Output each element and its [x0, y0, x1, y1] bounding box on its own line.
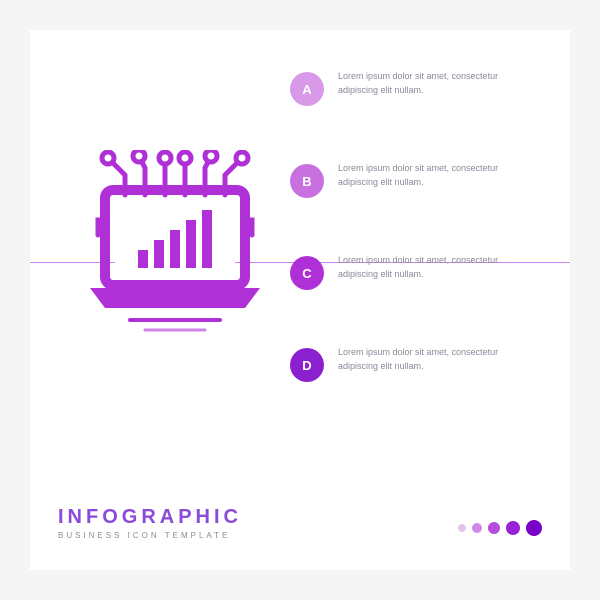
badge-a: A: [290, 72, 324, 106]
badge-b: B: [290, 164, 324, 198]
pagination-dot: [472, 523, 482, 533]
infographic-card: A Lorem ipsum dolor sit amet, consectetur…: [30, 30, 570, 570]
badge-d: D: [290, 348, 324, 382]
badge-c: C: [290, 256, 324, 290]
item-text: Lorem ipsum dolor sit amet, consectetur …: [338, 162, 538, 189]
info-item-c: C Lorem ipsum dolor sit amet, consectetur…: [290, 254, 550, 290]
item-list: A Lorem ipsum dolor sit amet, consectetur…: [290, 70, 550, 438]
info-item-b: B Lorem ipsum dolor sit amet, consectetur…: [290, 162, 550, 198]
pagination-dot: [526, 520, 542, 536]
laptop-analytics-icon: [70, 150, 280, 350]
pagination-dot: [506, 521, 520, 535]
footer-dots: [458, 520, 542, 536]
info-item-a: A Lorem ipsum dolor sit amet, consectetur…: [290, 70, 550, 106]
footer: INFOGRAPHIC BUSINESS ICON TEMPLATE: [30, 490, 570, 570]
item-text: Lorem ipsum dolor sit amet, consectetur …: [338, 70, 538, 97]
info-item-d: D Lorem ipsum dolor sit amet, consectetur…: [290, 346, 550, 382]
pagination-dot: [458, 524, 466, 532]
pagination-dot: [488, 522, 500, 534]
main-area: A Lorem ipsum dolor sit amet, consectetur…: [30, 30, 570, 470]
item-text: Lorem ipsum dolor sit amet, consectetur …: [338, 254, 538, 281]
item-text: Lorem ipsum dolor sit amet, consectetur …: [338, 346, 538, 373]
